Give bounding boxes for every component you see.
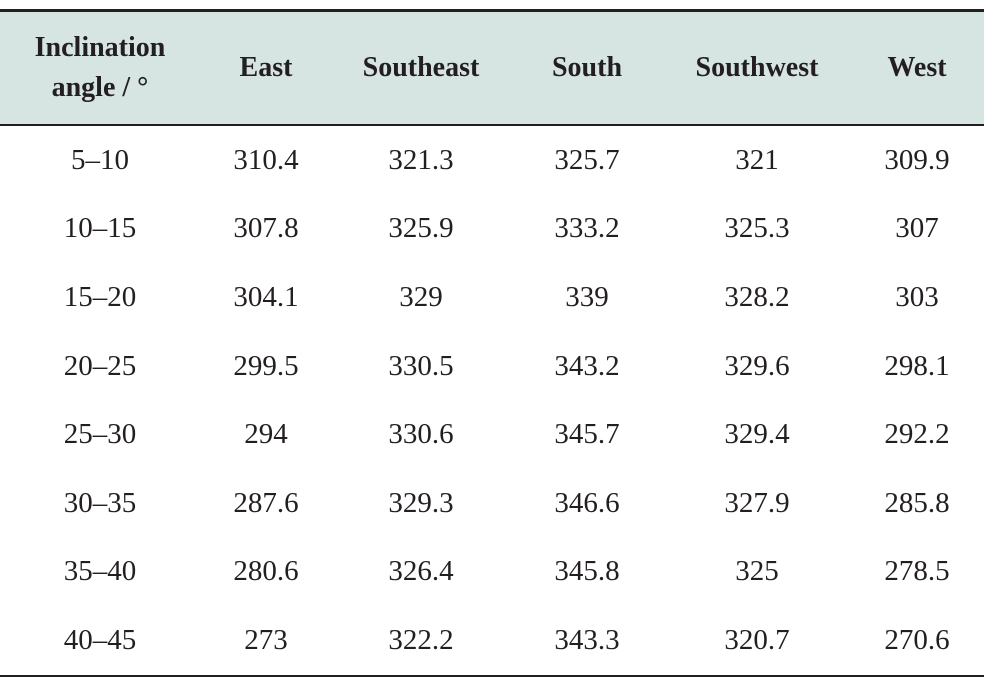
table-row: 20–25 299.5 330.5 343.2 329.6 298.1 — [0, 332, 984, 401]
table-cell: 292.2 — [884, 418, 950, 451]
table-cell: 280.6 — [233, 555, 299, 588]
table-cell: 345.8 — [554, 555, 620, 588]
table-cell: 10–15 — [63, 212, 137, 245]
table-cell: 304.1 — [233, 280, 299, 313]
table-cell: 325.3 — [724, 212, 790, 245]
table-cell: 294 — [244, 418, 288, 451]
header-west: West — [887, 52, 947, 83]
table-cell: 321.3 — [388, 143, 454, 176]
table-cell: 278.5 — [884, 555, 950, 588]
table-cell: 321 — [735, 143, 779, 176]
table-body: 5–10 310.4 321.3 325.7 321 309.9 10–15 3… — [0, 125, 984, 676]
table-cell: 339 — [565, 280, 609, 313]
table-cell: 343.3 — [554, 623, 620, 656]
table-row: 40–45 273 322.2 343.3 320.7 270.6 — [0, 606, 984, 676]
table-cell: 330.6 — [388, 418, 454, 451]
table-cell: 329.3 — [388, 486, 454, 519]
table-cell: 325.9 — [388, 212, 454, 245]
table-cell: 329 — [399, 280, 443, 313]
table-cell: 320.7 — [724, 623, 790, 656]
table-cell: 273 — [244, 623, 288, 656]
table-cell: 20–25 — [63, 349, 137, 382]
table-cell: 299.5 — [233, 349, 299, 382]
table-cell: 30–35 — [63, 486, 137, 519]
table-row: 30–35 287.6 329.3 346.6 327.9 285.8 — [0, 469, 984, 538]
table-cell: 287.6 — [233, 486, 299, 519]
table-cell: 330.5 — [388, 349, 454, 382]
table-cell: 343.2 — [554, 349, 620, 382]
header-row: Inclination angle / ° East Southeast Sou… — [0, 10, 984, 125]
table-header: Inclination angle / ° East Southeast Sou… — [0, 10, 984, 125]
table-row: 25–30 294 330.6 345.7 329.4 292.2 — [0, 400, 984, 469]
table-cell: 345.7 — [554, 418, 620, 451]
table-row: 35–40 280.6 326.4 345.8 325 278.5 — [0, 538, 984, 607]
table-cell: 298.1 — [884, 349, 950, 382]
table-cell: 270.6 — [884, 623, 950, 656]
table-cell: 328.2 — [724, 280, 790, 313]
table-cell: 15–20 — [63, 280, 137, 313]
table-cell: 35–40 — [63, 555, 137, 588]
table-cell: 327.9 — [724, 486, 790, 519]
header-southwest: Southwest — [695, 52, 819, 83]
table-row: 5–10 310.4 321.3 325.7 321 309.9 — [0, 125, 984, 195]
table-cell: 325.7 — [554, 143, 620, 176]
table-cell: 307 — [895, 212, 939, 245]
table-cell: 40–45 — [63, 623, 137, 656]
table-cell: 307.8 — [233, 212, 299, 245]
header-inclination-angle: Inclination angle / ° — [34, 32, 166, 103]
table-row: 15–20 304.1 329 339 328.2 303 — [0, 263, 984, 332]
table-cell: 329.4 — [724, 418, 790, 451]
table-cell: 325 — [735, 555, 779, 588]
table-cell: 303 — [895, 280, 939, 313]
header-east: East — [239, 52, 293, 83]
table-cell: 329.6 — [724, 349, 790, 382]
table-row: 10–15 307.8 325.9 333.2 325.3 307 — [0, 195, 984, 264]
table-cell: 346.6 — [554, 486, 620, 519]
table-cell: 333.2 — [554, 212, 620, 245]
table-cell: 326.4 — [388, 555, 454, 588]
header-southeast: Southeast — [362, 52, 480, 83]
table-cell: 322.2 — [388, 623, 454, 656]
table-cell: 309.9 — [884, 143, 950, 176]
table-cell: 25–30 — [63, 418, 137, 451]
data-table: Inclination angle / ° East Southeast Sou… — [0, 9, 984, 677]
table-cell: 310.4 — [233, 143, 299, 176]
header-south: South — [551, 52, 623, 83]
table-cell: 5–10 — [71, 143, 129, 176]
table-cell: 285.8 — [884, 486, 950, 519]
